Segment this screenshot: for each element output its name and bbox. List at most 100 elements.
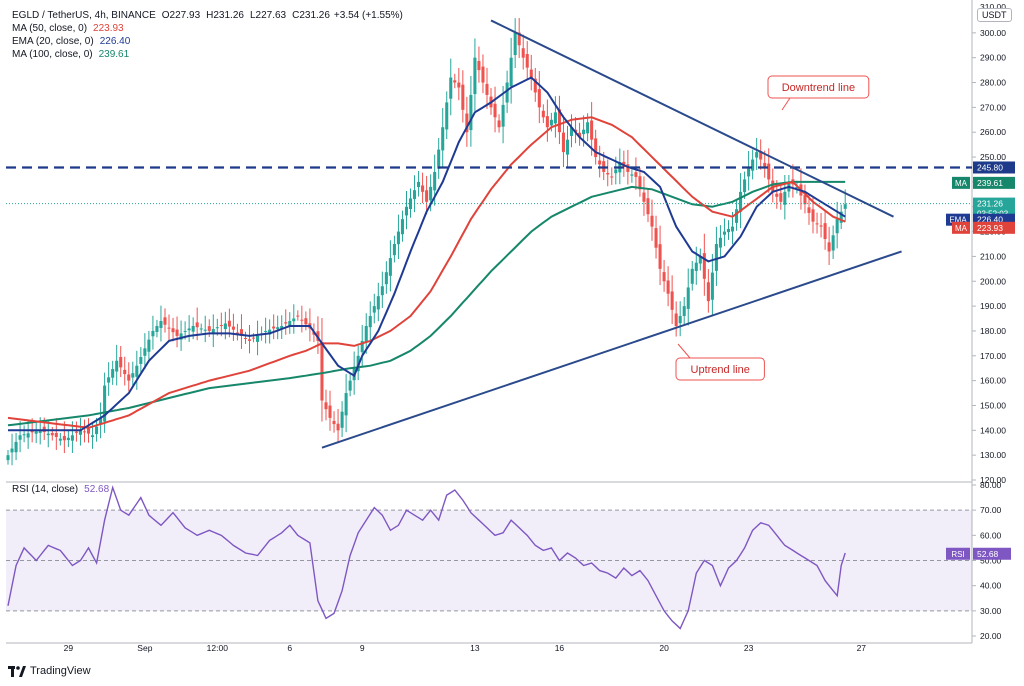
candle [441,107,445,168]
candle-body [247,339,252,341]
ema20-legend[interactable]: EMA (20, close, 0) 226.40 [12,36,136,47]
candle [107,362,111,396]
candle [115,344,119,386]
price-tick-label: 250.00 [980,152,1006,162]
candle [235,323,239,341]
candle-body [372,306,376,313]
candle-body [674,313,678,326]
close-value: C231.26 [292,10,330,21]
candles [6,17,847,466]
candle [171,317,175,342]
price-tag-value: 231.26 [977,199,1003,209]
candle-body [698,256,702,264]
candle [739,173,743,229]
candle [505,70,509,113]
candle [819,212,823,238]
candle [702,233,706,296]
candle-body [280,325,284,330]
candle-body [481,66,485,83]
candle [111,360,115,385]
candle [400,210,404,242]
candle-body [417,181,421,188]
candle [199,323,203,334]
candle [779,183,783,210]
time-axis[interactable]: 29 Sep 12:00 6 9 13 16 20 23 27 [64,643,867,653]
candle [304,311,308,331]
candle-body [384,272,388,285]
candle-body [26,433,30,438]
candle-body [513,32,517,56]
downtrend-callout-pointer [781,97,791,111]
candle-body [767,163,771,180]
ma100-legend[interactable]: MA (100, close, 0) 239.61 [12,49,135,60]
candle [58,433,62,446]
candle-body [803,195,807,205]
rsi-axis[interactable]: 20.00 30.00 40.00 50.00 60.00 70.00 80.00 [972,480,1002,641]
candle [690,261,694,291]
currency-badge[interactable]: USDT [977,8,1012,22]
candle-body [336,423,340,431]
candle-body [626,164,630,172]
candle [743,171,747,199]
rsi-legend[interactable]: RSI (14, close) 52.68 [12,484,115,495]
candle [557,95,561,145]
candle-body [835,219,839,234]
candle [461,70,465,123]
candle [517,17,521,59]
candle [392,235,396,263]
candle-body [594,138,598,158]
price-axis[interactable]: 120.00 130.00 140.00 150.00 160.00 170.00 180.… [972,2,1006,485]
candle [509,37,513,104]
candle-body [123,369,127,375]
candle-body [614,169,618,174]
candle-body [34,431,38,434]
candle-body [58,438,62,441]
candle [223,311,227,340]
price-tag-box [973,221,1015,234]
candle [127,362,131,392]
candle-body [131,373,135,378]
candle-body [276,327,280,330]
candle [521,34,525,70]
candle-body [638,176,642,190]
candle [618,148,622,185]
candle-body [191,325,195,332]
candle [276,315,280,340]
ma50-legend[interactable]: MA (50, close, 0) 223.93 [12,23,130,34]
candle-body [239,329,243,336]
candle-body [823,223,827,240]
candle-body [256,335,260,342]
candle [674,301,678,337]
rsi-tag-name: RSI [951,550,964,559]
candle [606,159,610,187]
candle [139,347,143,373]
candle-body [795,186,799,189]
candle-body [421,185,425,192]
candle-body [288,321,292,327]
symbol-title[interactable]: EGLD / TetherUS, 4h, BINANCE [12,10,156,21]
candle-body [565,139,570,155]
candle-body [115,360,119,372]
candle [66,429,70,448]
price-tag-name: MA [955,179,968,188]
price-tag-value: 223.93 [977,223,1003,233]
candle-body [408,198,413,210]
candle-body [127,374,131,381]
candle-body [99,417,103,425]
candle-body [211,329,215,335]
downtrend-callout: Downtrend line [767,75,870,111]
candle-body [340,411,344,428]
price-tick-label: 160.00 [980,376,1006,386]
candle-body [183,330,187,332]
candle-body [147,339,151,352]
candle-body [227,320,231,327]
candle [650,199,654,241]
price-tick-label: 210.00 [980,251,1006,261]
ma50-value: 223.93 [93,23,124,34]
candle [835,201,839,249]
price-tag-name: MA [955,224,968,233]
candle [123,356,127,386]
candle-body [843,204,847,209]
candle-body [553,112,557,124]
